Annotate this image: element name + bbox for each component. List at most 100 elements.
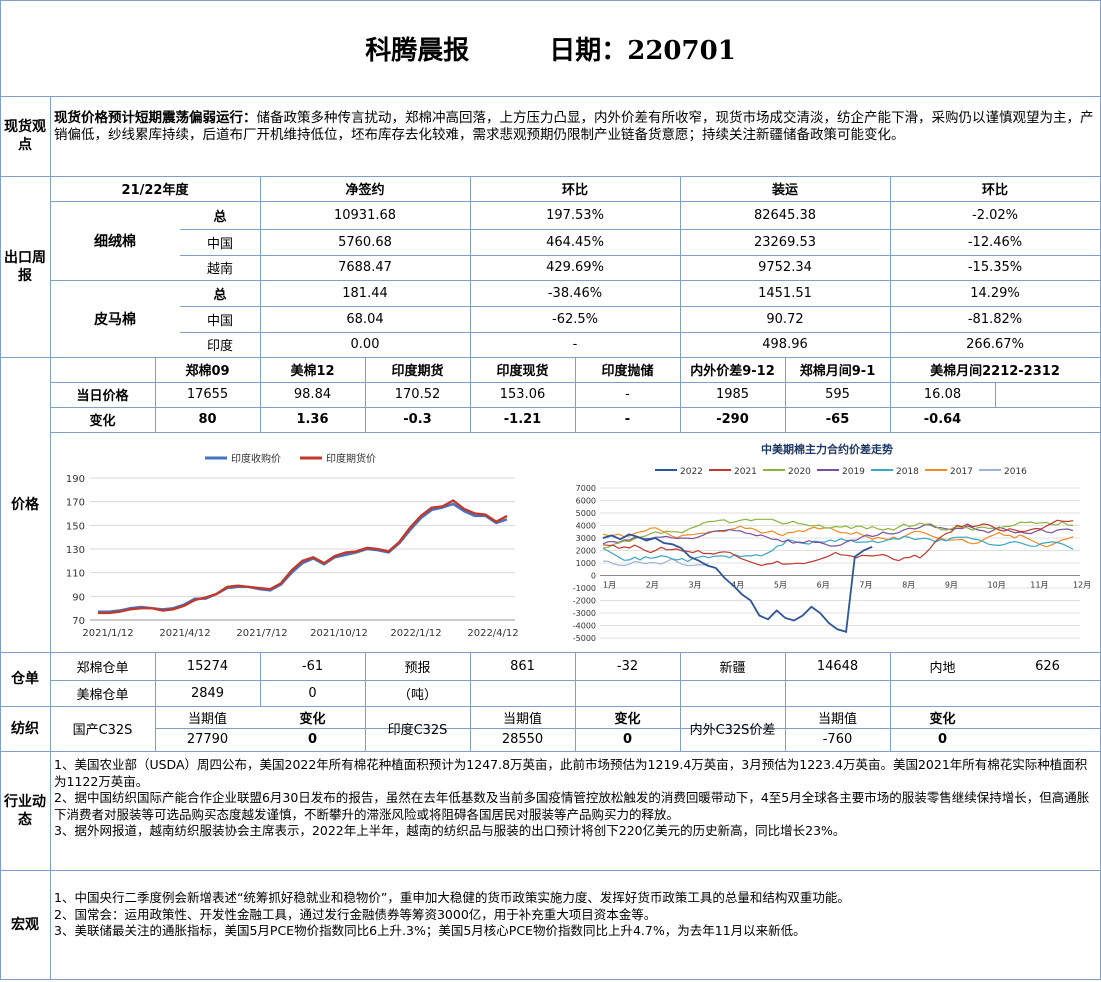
export-cell-ship: 23269.53 [753,234,817,250]
export-cell-ship: 1451.51 [758,285,812,301]
india-c32s-change: 0 [622,732,633,747]
x-tick-label: 2022/1/12 [390,628,441,639]
x-tick-label: 5月 [774,581,787,590]
export-cell-net: 5760.68 [338,234,392,250]
macro-item: 3、美联储最关注的通胀指标，美国5月PCE物价指数同比6上升.3%；美国5月核心… [54,923,806,938]
india-c32s-value: 28550 [501,732,544,747]
export-cell-net_chg: 464.45% [546,234,604,250]
x-tick-label: 12月 [1073,581,1091,590]
industry-item: 2、据中国纺织国际产能合作企业联盟6月30日发布的报告，虽然在去年低基数及当前多… [54,790,1090,822]
export-cell-ship: 90.72 [766,311,804,327]
price-today-value: 98.84 [293,387,332,402]
xinjiang-value: 14648 [816,658,859,674]
y-tick-label: 130 [66,545,85,556]
legend-label: 2017 [950,467,973,477]
spread-c32s-label: 内外C32S价差 [689,723,776,738]
india-c32s-label: 印度C32S [387,723,448,738]
price-change-label: 变化 [89,414,116,429]
industry-item: 1、美国农业部（USDA）周四公布，美国2022年所有棉花种植面积预计为1247… [54,757,1088,789]
india-cur-header: 当期值 [502,711,542,727]
export-cell-ship: 9752.34 [758,260,812,275]
export-cell-label: 中国 [206,313,233,329]
price-change-value: -0.64 [923,412,962,427]
price-change-value: -1.21 [503,412,542,427]
report-title: 科腾晨报 日期：220701 [0,0,1101,96]
spread-c32s-change: 0 [937,732,948,747]
export-cell-net_chg: 197.53% [546,207,604,223]
spot-lead: 现货价格预计短期震荡偏弱运行： [54,110,257,126]
section-price-label: 价格 [11,496,39,513]
industry-news: 1、美国农业部（USDA）周四公布，美国2022年所有棉花种植面积预计为1247… [54,757,1094,840]
series-line-2021 [602,519,1074,567]
x-tick-label: 8月 [902,581,915,590]
export-cell-ship_chg: -2.02% [972,207,1018,223]
export-header-ship: 装运 [771,183,798,198]
legend-label: 2018 [896,467,919,477]
chart-title: 中美期棉主力合约价差走势 [761,442,893,456]
price-header: 内外价差9-12 [690,364,775,379]
forecast-label: 预报 [404,660,431,676]
industry-item: 3、据外网报道，越南纺织服装协会主席表示，2022年上半年，越南的纺织品与服装的… [54,823,846,838]
export-cell-label: 中国 [206,236,233,252]
legend-label: 2021 [734,467,757,477]
price-header: 郑棉09 [185,364,230,379]
section-macro-label: 宏观 [11,916,39,933]
x-tick-label: 2月 [646,581,659,590]
india-price-chart: 70 90 110 130 150 170 190 2021/1/12 2021/4/12 202… [66,452,519,639]
series-line-印度收购价 [98,502,508,613]
zc-warehouse-change: -61 [301,658,324,674]
y-tick-label: 3000 [576,534,596,543]
price-header: 美棉12 [290,364,335,379]
export-header-net: 净签约 [345,183,385,198]
series-line-2018 [602,535,1074,563]
series-line-2022 [602,533,873,633]
legend-label: 2020 [788,467,811,477]
x-tick-label: 7月 [859,581,872,590]
price-header: 美棉月间2212-2312 [930,364,1060,379]
cn-us-spread-chart: 中美期棉主力合约价差走势 2022 2021 2020 2019 2018 2017 2016… [573,442,1091,643]
zc-warehouse-label: 郑棉仓单 [76,660,129,676]
legend-label: 印度收购价 [231,452,281,465]
x-tick-label: 10月 [988,581,1006,590]
y-tick-label: -3000 [573,609,596,618]
xinjiang-label: 新疆 [719,660,746,676]
x-tick-label: 11月 [1030,581,1048,590]
legend-label: 2016 [1004,467,1027,477]
x-tick-label: 2021/10/12 [310,628,368,639]
us-warehouse-label: 美棉仓单 [76,687,129,703]
series-line-2019 [602,523,1074,547]
price-today-value: 1985 [715,387,750,402]
export-cell-net: 181.44 [342,285,388,301]
inland-label: 内地 [929,660,956,676]
x-tick-label: 4月 [731,581,744,590]
x-tick-label: 3月 [688,581,701,590]
forecast-change: -32 [616,658,639,674]
y-tick-label: 150 [66,521,85,532]
price-header: 郑棉月间9-1 [799,364,876,379]
export-cell-label: 总 [213,287,227,303]
export-cell-net: 68.04 [346,311,384,327]
export-cell-net_chg: 429.69% [546,260,604,275]
forecast-value: 861 [510,658,535,674]
price-change-value: -65 [825,412,850,427]
spread-chg-header: 变化 [929,711,956,727]
report-name: 科腾晨报 [365,35,470,66]
y-tick-label: -4000 [573,622,596,631]
spread-c32s-value: -760 [822,732,853,747]
export-header-season: 21/22年度 [121,183,189,198]
macro-item: 1、中国央行二季度例会新增表述“统筹抓好稳就业和稳物价”，重申加大稳健的货币政策… [54,890,850,905]
price-today-value: 595 [825,387,850,402]
price-today-label: 当日价格 [76,389,129,404]
export-cell-label: 总 [213,209,227,225]
export-cell-label: 越南 [206,262,233,277]
macro-item: 2、国常会：运用政策性、开发性金融工具，通过发行金融债券等筹资3000亿，用于补… [54,906,657,922]
section-spot-label: 现货观点 [4,119,46,153]
y-tick-label: -1000 [573,584,596,593]
export-cell-net: 10931.68 [333,207,397,223]
y-tick-label: 4000 [576,522,596,531]
section-industry-label: 行业动态 [4,793,46,828]
y-tick-label: 190 [66,474,85,485]
export-cell-net: 7688.47 [338,260,392,275]
india-chg-header: 变化 [614,711,641,727]
